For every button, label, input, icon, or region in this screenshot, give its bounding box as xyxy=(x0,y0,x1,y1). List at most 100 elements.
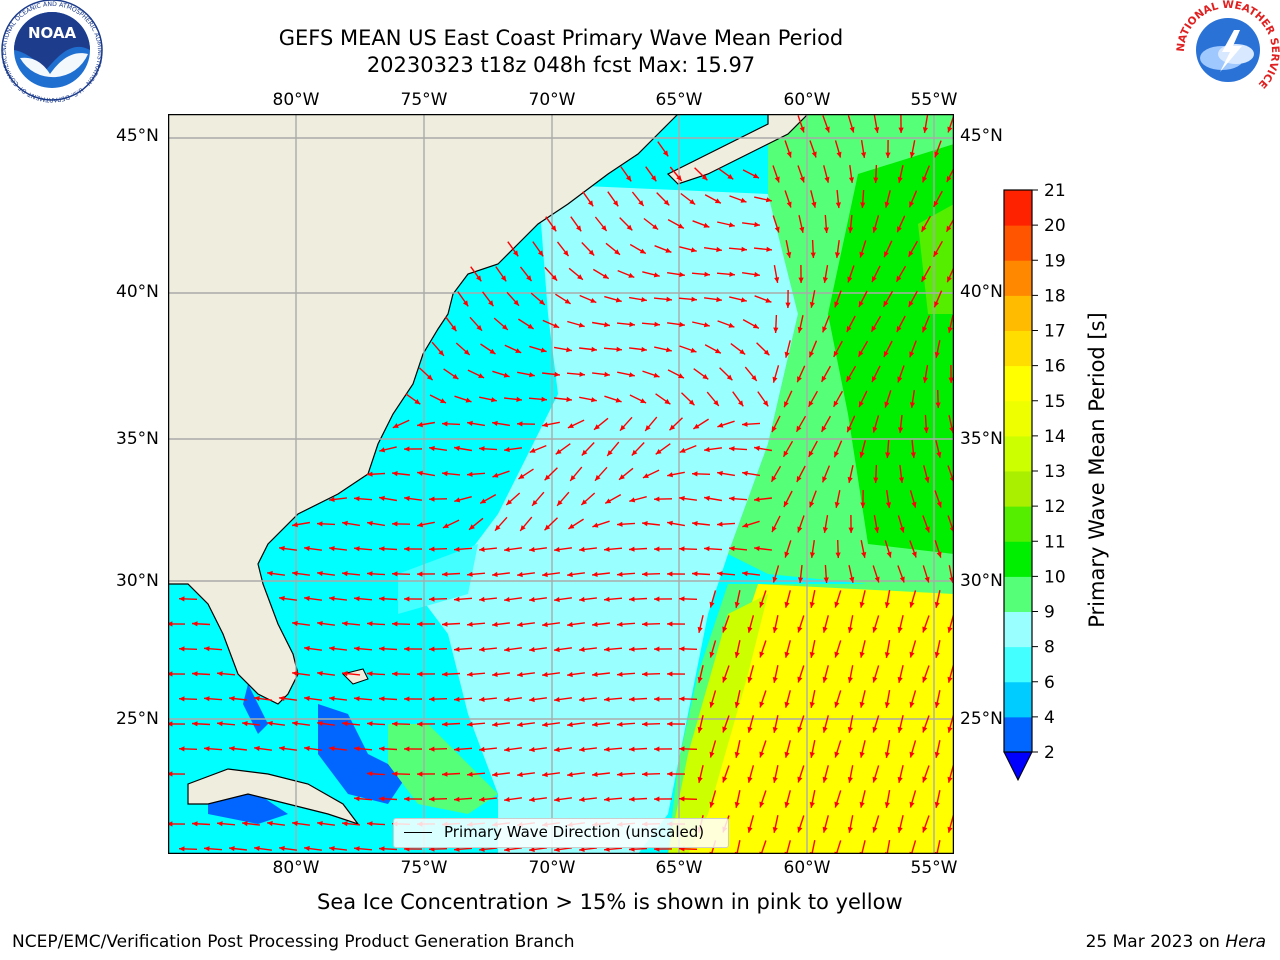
wave-arrow-head xyxy=(765,297,772,303)
wave-arrow-head xyxy=(859,601,865,608)
wave-arrow-head xyxy=(529,372,535,378)
wave-arrow-head xyxy=(729,496,735,502)
wave-arrow-head xyxy=(367,571,373,577)
wave-arrow-head xyxy=(392,721,398,727)
wave-arrow-head xyxy=(254,845,260,852)
wave-arrow-head xyxy=(754,271,760,278)
wave-arrow-head xyxy=(822,826,828,833)
wave-arrow-head xyxy=(192,721,198,727)
wave-arrow-head xyxy=(823,227,829,233)
wave-arrow-head xyxy=(517,771,523,778)
wave-arrow-head xyxy=(304,745,310,752)
wave-arrow-head xyxy=(179,846,185,852)
wave-arrow-head xyxy=(617,621,623,627)
wave-arrow-head xyxy=(566,396,572,402)
wave-arrow-head xyxy=(467,771,473,777)
land-cuba xyxy=(187,768,360,826)
wave-arrow-head xyxy=(579,696,585,702)
wave-arrow-head xyxy=(897,726,903,733)
wave-arrow-head xyxy=(654,746,660,752)
wave-arrow-head xyxy=(922,776,928,783)
wave-arrow-head xyxy=(909,801,915,808)
colorbar-segment xyxy=(1004,260,1032,296)
wave-arrow-head xyxy=(607,450,613,456)
wave-arrow-head xyxy=(617,671,623,677)
wave-arrow-head xyxy=(516,396,522,402)
wave-arrow-head xyxy=(667,771,673,777)
wave-arrow-head xyxy=(168,671,173,677)
wave-arrow-head xyxy=(679,646,685,652)
wave-arrow-head xyxy=(454,546,460,552)
wave-arrow-head xyxy=(809,552,816,558)
wave-arrow-head xyxy=(654,496,660,502)
wave-arrow-head xyxy=(354,646,360,652)
wave-arrow-head xyxy=(772,777,778,783)
wave-arrow-head xyxy=(467,721,473,727)
colorbar-segment xyxy=(1004,541,1032,577)
wave-arrow-head xyxy=(579,746,585,752)
wave-arrow-head xyxy=(947,326,953,333)
wave-arrow-head xyxy=(517,621,523,628)
wave-arrow-head xyxy=(936,451,942,458)
wave-arrow-head xyxy=(722,726,728,733)
wave-arrow-head xyxy=(615,297,622,303)
wave-arrow-head xyxy=(329,846,335,852)
wave-arrow-head xyxy=(709,601,715,608)
period-zone-8s xyxy=(418,184,798,854)
wave-arrow-head xyxy=(354,696,360,702)
wave-arrow-head xyxy=(772,576,778,583)
wave-arrow-head xyxy=(947,676,953,683)
wave-arrow-head xyxy=(404,796,410,802)
wave-arrow-head xyxy=(392,423,399,428)
wave-arrow-head xyxy=(492,721,498,727)
wave-arrow-head xyxy=(946,225,952,232)
wave-arrow-head xyxy=(884,602,890,608)
lon-label-top: 55°W xyxy=(910,90,958,110)
wave-arrow xyxy=(910,840,917,854)
wave-arrow-head xyxy=(529,546,535,553)
lon-label-bottom: 55°W xyxy=(910,858,958,878)
wave-arrow-head xyxy=(504,646,510,652)
colorbar-segment xyxy=(1004,225,1032,261)
wave-arrow-head xyxy=(581,449,588,456)
lon-label-top: 60°W xyxy=(783,90,831,110)
wave-arrow-head xyxy=(502,324,508,330)
wave-arrow-head xyxy=(772,376,778,383)
wave-arrow-head xyxy=(642,771,648,777)
wave-arrow-head xyxy=(329,646,335,652)
wave-arrow-head xyxy=(488,300,494,307)
wave-arrow-head xyxy=(267,570,273,577)
wave-arrow-head xyxy=(897,826,903,833)
wave-arrow-head xyxy=(626,224,633,231)
wave-arrow-head xyxy=(479,696,485,702)
wave-arrow-head xyxy=(759,701,765,708)
wave-arrow-head xyxy=(717,521,723,527)
wave-arrow-head xyxy=(921,275,927,282)
wave-arrow-head xyxy=(824,176,830,183)
wave-arrow-head xyxy=(834,751,840,758)
wave-arrow-head xyxy=(462,300,469,307)
wave-arrow-head xyxy=(933,200,939,207)
wave-arrow-head xyxy=(714,198,721,204)
wave-arrow-head xyxy=(613,200,619,207)
wave-arrow-head xyxy=(629,321,635,327)
wave-arrow-head xyxy=(747,676,753,683)
wave-arrow-head xyxy=(679,321,685,328)
wave-arrow-head xyxy=(579,596,585,602)
wave-arrow-head xyxy=(849,126,855,133)
wave-arrow-head xyxy=(642,473,649,478)
wave-arrow-head xyxy=(883,351,889,357)
wave-arrow-head xyxy=(741,246,747,252)
wave-arrow-head xyxy=(897,376,903,383)
wave-arrow-head xyxy=(579,796,585,802)
wave-arrow-head xyxy=(688,399,695,406)
wave-arrow-head xyxy=(742,421,748,427)
wave-arrow-head xyxy=(179,746,185,752)
wave-arrow-head xyxy=(911,501,917,508)
wave-arrow-head xyxy=(491,397,497,403)
wave-arrow-head xyxy=(354,596,360,602)
wave-arrow-head xyxy=(329,496,335,502)
wave-arrow-head xyxy=(898,477,904,483)
wave-arrow xyxy=(811,840,816,854)
wave-arrow-head xyxy=(492,671,498,677)
